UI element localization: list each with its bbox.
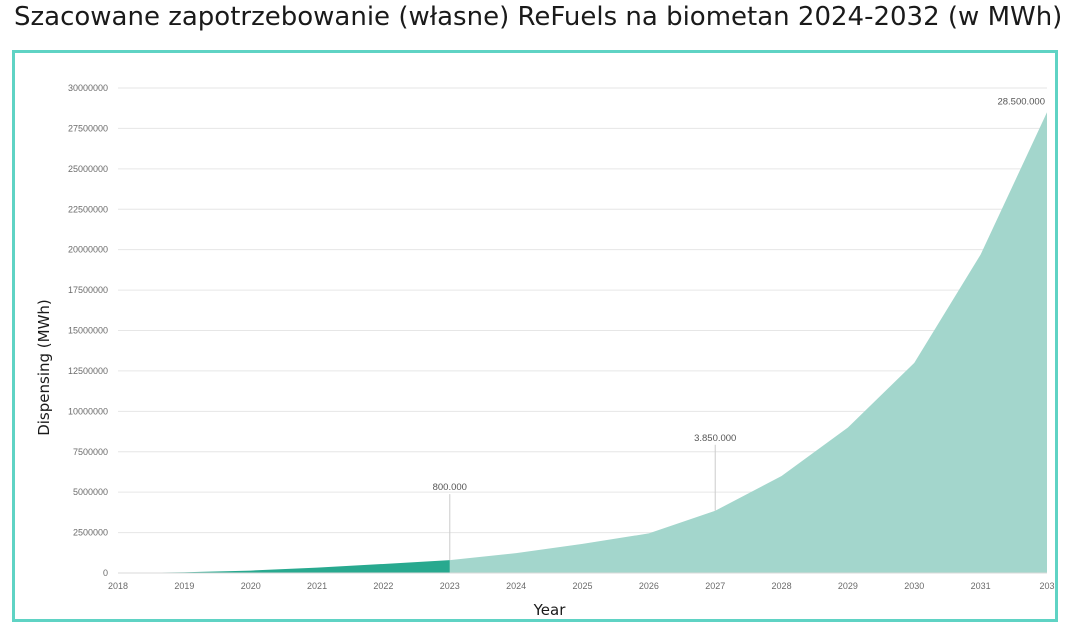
y-tick-label: 0 <box>103 568 108 578</box>
y-tick-label: 15000000 <box>68 326 108 336</box>
y-tick-label: 20000000 <box>68 245 108 255</box>
y-tick-label: 5000000 <box>73 487 108 497</box>
x-tick-label: 2024 <box>506 581 526 591</box>
y-tick-label: 2500000 <box>73 528 108 538</box>
area-chart: 0 2500000 5000000 7500000 10000000 12500000 15… <box>35 83 1055 619</box>
x-tick-label: 2020 <box>241 581 261 591</box>
data-label: 28.500.000 <box>997 96 1045 107</box>
x-tick-label: 2030 <box>904 581 924 591</box>
x-tick-label: 2028 <box>772 581 792 591</box>
y-tick-label: 17500000 <box>68 285 108 295</box>
page-title: Szacowane zapotrzebowanie (własne) ReFue… <box>14 2 1063 32</box>
data-label: 800.000 <box>433 482 467 493</box>
y-tick-label: 25000000 <box>68 164 108 174</box>
x-tick-label: 203 <box>1039 581 1054 591</box>
y-tick-label: 12500000 <box>68 366 108 376</box>
y-tick-label: 22500000 <box>68 204 108 214</box>
x-tick-label: 2019 <box>174 581 194 591</box>
x-tick-label: 2029 <box>838 581 858 591</box>
forecast-area <box>449 112 1047 573</box>
x-axis-title: Year <box>533 601 567 619</box>
x-tick-label: 2027 <box>705 581 725 591</box>
x-tick-label: 2026 <box>639 581 659 591</box>
data-label: 3.850.000 <box>694 433 736 444</box>
y-tick-label: 10000000 <box>68 406 108 416</box>
x-tick-label: 2022 <box>373 581 393 591</box>
x-tick-label: 2031 <box>971 581 991 591</box>
y-tick-label: 27500000 <box>68 123 108 133</box>
chart-frame: 0 2500000 5000000 7500000 10000000 12500000 15… <box>12 50 1058 622</box>
y-tick-label: 7500000 <box>73 447 108 457</box>
x-tick-label: 2018 <box>108 581 128 591</box>
x-tick-label: 2023 <box>440 581 460 591</box>
y-axis-title: Dispensing (MWh) <box>35 299 53 436</box>
x-tick-label: 2025 <box>572 581 592 591</box>
y-tick-label: 30000000 <box>68 83 108 93</box>
historical-area <box>118 560 450 573</box>
x-tick-label: 2021 <box>307 581 327 591</box>
